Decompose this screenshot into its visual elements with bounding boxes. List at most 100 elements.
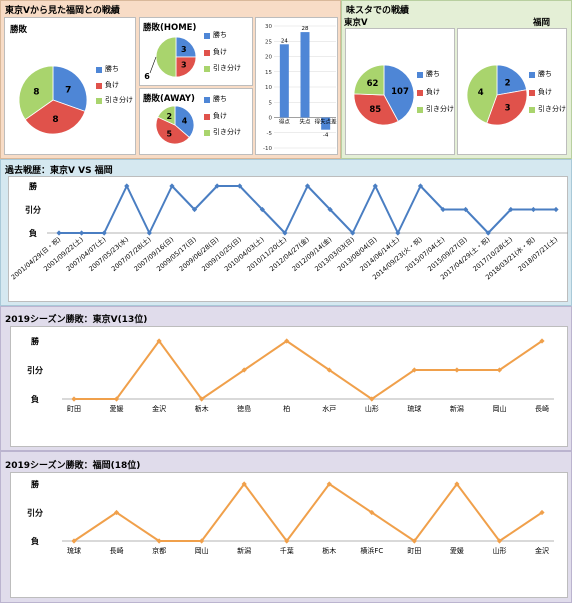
pie-legend: 勝ち 負け 引き分け: [204, 95, 254, 145]
line-point: [241, 481, 247, 487]
pie-slice-draw: [466, 64, 498, 124]
legend-win: 勝ち: [204, 31, 254, 40]
line-level-label: 引分: [27, 365, 43, 375]
fukuoka-2019-section: 2019シーズン勝敗：福岡(18位) 負 引分 勝琉球 長崎 京都 岡山 新潟 千葉 栃木 横浜F…: [0, 451, 572, 603]
pie-slice-win: [496, 64, 528, 96]
legend-lose: 負け: [529, 88, 567, 97]
line-point: [350, 230, 356, 236]
line-point: [113, 509, 120, 516]
pie-title: 東京V: [344, 18, 368, 28]
line-category-label: 徳島: [237, 404, 251, 413]
tokyo-home-pie-panel: 東京V 107 85 62 勝ち 負け 引き分け: [344, 18, 455, 155]
pie-value-label: 107: [391, 87, 409, 97]
legend-draw: 引き分け: [417, 106, 455, 114]
pie-value-label: 3: [181, 61, 187, 70]
section-title: 過去戦歴：東京V VS 福岡: [5, 166, 113, 176]
line-category-label: 2001/09/22(土): [42, 235, 85, 273]
line-level-label: 引分: [25, 205, 41, 215]
pie-legend: 勝ち 負け 引き分け: [96, 65, 136, 113]
line-category-label: 新潟: [450, 404, 464, 413]
line-point: [71, 538, 77, 544]
line-category-label: 長崎: [110, 546, 124, 555]
bar-value-label: 28: [302, 26, 309, 32]
tokyo-2019-section: 2019シーズン勝敗：東京V(13位) 負 引分 勝町田 愛媛 金沢 栃木 徳島 柏 水戸 山形 琉…: [0, 306, 572, 451]
line-category-label: 2007/04/07(土): [64, 235, 107, 273]
pie-legend: 勝ち 負け 引き分け: [529, 70, 567, 122]
line-series: [73, 483, 543, 542]
bar-y-tick-label: 0: [269, 116, 273, 122]
tokyo-2019-line-panel: 負 引分 勝町田 愛媛 金沢 栃木 徳島 柏 水戸 山形 琉球 新潟 岡山 長崎: [10, 326, 568, 447]
pie-slice-draw: [18, 65, 54, 121]
line-point: [553, 206, 559, 213]
line-point: [282, 230, 288, 236]
bar-y-tick-label: -5: [267, 131, 273, 137]
line-category-label: 2010/11/20(土): [245, 235, 288, 273]
line-point: [395, 230, 401, 236]
fukuoka-2019-line-panel: 負 引分 勝琉球 長崎 京都 岡山 新潟 千葉 栃木 横浜FC 町田 愛媛 山形 金沢: [10, 472, 568, 598]
pie-legend: 勝ち 負け 引き分け: [417, 70, 455, 122]
bar-y-tick-label: 15: [265, 70, 272, 76]
pie-slice-draw: [157, 105, 176, 126]
line-category-label: 横浜FC: [360, 546, 383, 555]
bar-category-label: 失点: [299, 118, 311, 126]
legend-lose: 負け: [96, 81, 136, 90]
section-title: 味スタでの戦績: [346, 6, 410, 16]
bar-category-label: 得点: [279, 118, 291, 126]
line-point: [417, 183, 424, 189]
pie-value-label: 62: [367, 79, 379, 89]
history-line-chart: 負引分勝2001/04/29(日・祝)2001/09/22(土)2007/04/…: [9, 181, 568, 281]
pie-slice-draw: [155, 36, 177, 78]
pie-value-label: 2: [167, 112, 173, 121]
legend-draw: 引き分け: [204, 129, 254, 137]
line-series: [59, 185, 556, 234]
pie-value-label: 3: [181, 45, 187, 54]
line-point: [237, 183, 243, 189]
legend-lose: 負け: [204, 48, 254, 57]
line-point: [78, 230, 85, 236]
legend-lose: 負け: [204, 112, 254, 121]
rivalry-record-section: 東京Vから見た福岡との戦績 勝敗 7 8 8 勝ち 負け 引き分け 勝敗(HOME)…: [0, 0, 341, 159]
overall-pie-panel: 勝敗 7 8 8 勝ち 負け 引き分け: [4, 17, 136, 155]
line-category-label: 琉球: [67, 546, 81, 555]
line-point: [440, 206, 446, 213]
line-point: [304, 183, 311, 189]
bar-y-tick-label: 25: [265, 39, 272, 45]
line-point: [71, 396, 77, 402]
bar-y-tick-label: 20: [265, 55, 272, 61]
line-category-label: 岡山: [195, 546, 209, 555]
bar-1: [300, 32, 310, 118]
line-point: [539, 509, 545, 516]
away-pie-chart: 45 2: [155, 105, 195, 145]
line-category-label: 2010/04/03(土): [222, 235, 265, 273]
line-level-label: 勝: [31, 479, 40, 489]
line-point: [199, 396, 205, 402]
line-category-label: 町田: [407, 547, 421, 555]
line-level-label: 勝: [29, 181, 38, 191]
line-category-label: 栃木: [322, 546, 336, 555]
line-point: [124, 183, 130, 189]
line-point: [463, 206, 469, 213]
bar-y-tick-label: 30: [265, 24, 272, 30]
line-level-label: 負: [29, 228, 37, 238]
pie-value-label: 5: [167, 130, 173, 139]
bar-value-label: -4: [323, 133, 329, 139]
overall-pie-chart: 7 8 8: [18, 65, 88, 135]
pie-value-label: 6: [144, 72, 150, 81]
line-point: [326, 367, 332, 373]
legend-win: 勝ち: [529, 70, 567, 79]
pie-title: 勝敗(HOME): [143, 23, 197, 33]
goals-bar-chart: -10 -5 0 5 10 15 20 25 30 24 得点 28 失点 -4 得失点差: [263, 24, 337, 152]
line-category-label: 栃木: [195, 404, 209, 413]
legend-win: 勝ち: [96, 65, 136, 74]
line-category-label: 山形: [492, 546, 506, 555]
pie-title: 勝敗: [10, 25, 28, 35]
line-point: [191, 206, 198, 213]
line-point: [411, 367, 417, 373]
line-point: [454, 481, 460, 487]
line-point: [241, 367, 247, 373]
line-category-label: 柏: [283, 404, 290, 413]
line-point: [146, 230, 152, 236]
line-category-label: 2007/05/23(水): [87, 235, 130, 273]
line-category-label: 京都: [152, 546, 166, 555]
